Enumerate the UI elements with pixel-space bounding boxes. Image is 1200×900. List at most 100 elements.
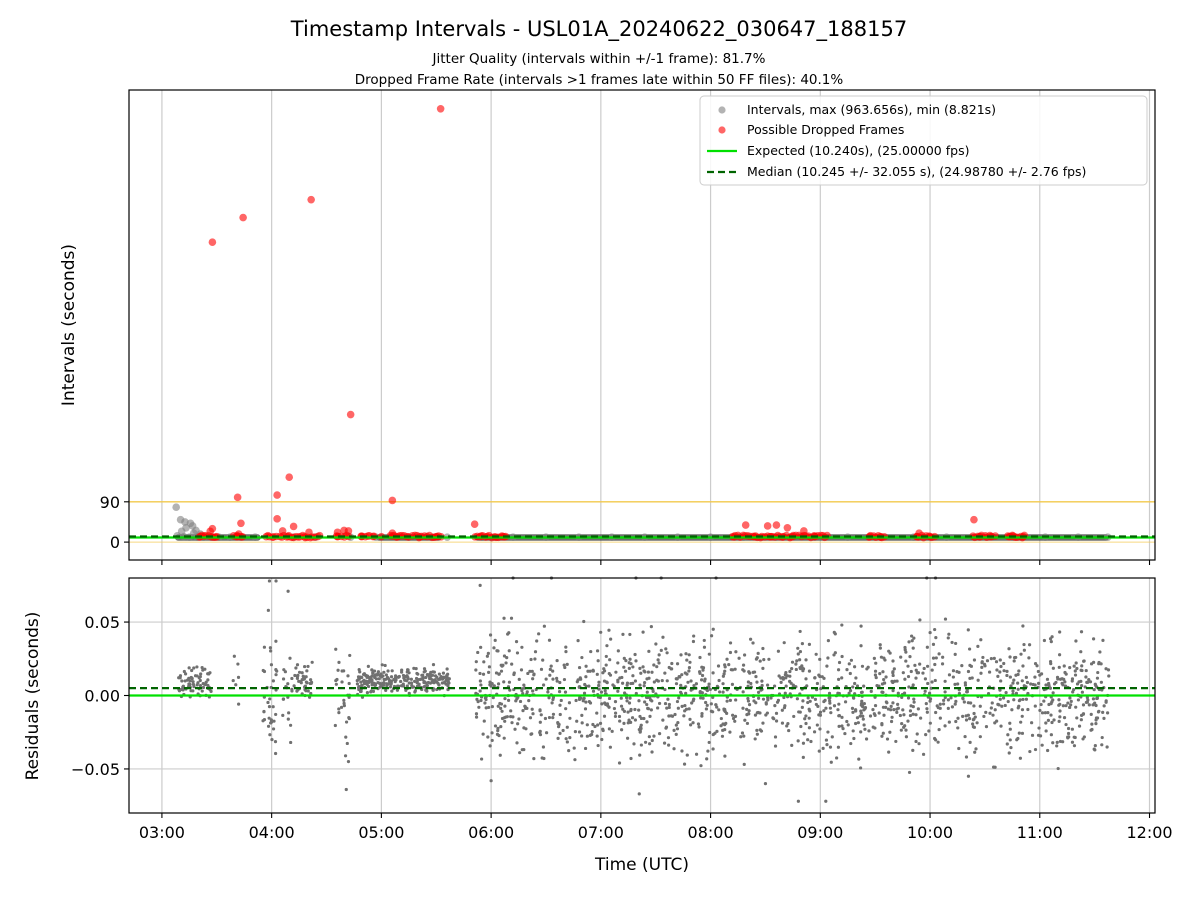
residual-point: [356, 675, 361, 679]
residual-point: [829, 760, 833, 764]
residual-point: [943, 695, 947, 700]
residual-point: [881, 731, 885, 735]
residual-point: [783, 691, 787, 695]
residual-point: [830, 735, 834, 739]
residual-point: [376, 681, 380, 685]
residual-point: [923, 689, 927, 693]
residual-point: [1038, 734, 1043, 738]
residual-point: [691, 639, 696, 644]
residual-point: [655, 665, 659, 669]
residual-point: [301, 674, 305, 678]
residual-point: [482, 719, 486, 723]
residual-point: [261, 719, 265, 723]
residual-point: [529, 657, 533, 662]
residual-point: [817, 673, 821, 677]
residual-point: [342, 704, 346, 708]
residual-point: [396, 684, 400, 688]
residual-point: [583, 746, 588, 751]
residual-point: [799, 724, 803, 729]
residual-point: [1000, 704, 1004, 708]
residual-point: [499, 663, 503, 667]
residual-point: [612, 706, 617, 711]
residual-point: [854, 709, 858, 713]
residual-point: [371, 689, 376, 693]
residual-point: [890, 715, 894, 719]
residual-point: [854, 721, 858, 726]
residual-point: [547, 715, 552, 720]
residual-point: [1014, 691, 1019, 695]
residual-point: [530, 669, 534, 673]
residual-point: [972, 704, 976, 708]
residual-point: [621, 707, 625, 711]
dropped-frame-point: [388, 529, 397, 537]
residual-point: [388, 681, 392, 685]
residual-point: [827, 691, 832, 695]
residual-point: [868, 714, 873, 718]
residual-point: [502, 616, 506, 620]
residual-point: [760, 679, 764, 683]
residual-point: [1101, 638, 1105, 642]
residual-point: [1104, 699, 1108, 703]
residual-point: [968, 663, 972, 667]
residual-point: [656, 706, 660, 710]
residual-point: [749, 681, 753, 686]
residual-point: [500, 709, 504, 713]
residual-point: [741, 690, 745, 694]
residual-point: [934, 636, 938, 640]
residual-point: [1068, 665, 1072, 670]
residual-point: [930, 680, 934, 684]
residual-point: [1021, 624, 1025, 628]
bottom-x-tick-label: 07:00: [578, 823, 624, 842]
residual-point: [617, 714, 622, 719]
residual-point: [487, 705, 491, 710]
residual-point: [1100, 735, 1104, 740]
residual-point: [1057, 719, 1061, 723]
residual-point: [637, 727, 641, 732]
residual-point: [902, 713, 906, 717]
residual-point: [829, 711, 833, 715]
residual-point: [1006, 733, 1010, 737]
residual-point: [670, 661, 674, 666]
residual-point: [836, 677, 841, 682]
residual-point: [803, 717, 807, 721]
residual-point: [528, 669, 532, 673]
residual-point: [337, 707, 341, 711]
residual-point: [523, 706, 528, 710]
residual-point: [629, 756, 633, 761]
residual-point: [565, 725, 569, 729]
residual-point: [1014, 673, 1018, 677]
residual-point: [663, 701, 668, 706]
residual-point: [880, 734, 884, 738]
residual-point: [406, 668, 410, 672]
residual-point: [567, 701, 572, 705]
residual-point: [884, 675, 888, 679]
residual-point: [1066, 726, 1071, 731]
residual-point: [1090, 722, 1094, 726]
residual-point: [595, 734, 599, 738]
residual-point: [867, 729, 871, 733]
residual-point: [889, 704, 893, 708]
residual-point: [880, 682, 885, 686]
residual-point: [601, 727, 605, 731]
residual-point: [1086, 680, 1090, 684]
residual-point: [1028, 749, 1032, 754]
residual-point: [185, 678, 190, 682]
residual-point: [689, 679, 693, 683]
residual-point: [933, 736, 937, 741]
residual-point: [647, 649, 651, 653]
residual-point: [288, 656, 292, 660]
residual-point: [805, 684, 809, 688]
dropped-frame-point: [233, 493, 242, 502]
residual-point: [648, 714, 652, 719]
residual-point: [826, 639, 830, 643]
residual-point: [938, 716, 942, 720]
residual-point: [1025, 680, 1030, 685]
residual-point: [629, 681, 633, 686]
residual-point: [840, 623, 844, 627]
residual-point: [498, 701, 502, 706]
residual-point: [631, 674, 635, 678]
residual-point: [544, 677, 548, 681]
residual-point: [584, 664, 588, 668]
residual-point: [611, 683, 615, 687]
residual-point: [971, 725, 975, 729]
